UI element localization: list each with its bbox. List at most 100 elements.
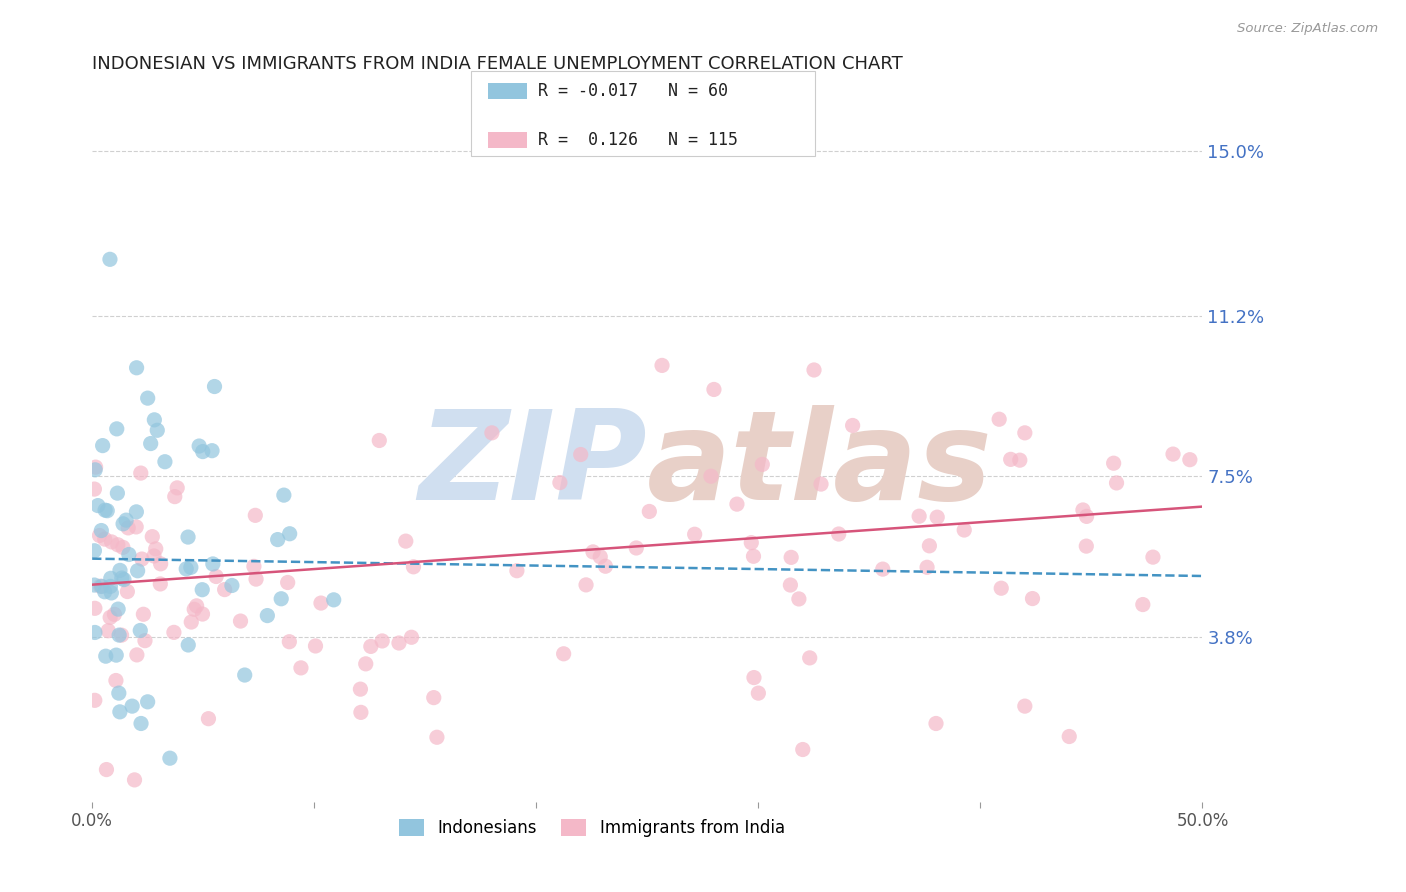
Point <box>360 640 382 654</box>
Point <box>149 557 172 571</box>
Point <box>401 630 423 644</box>
Point <box>278 634 301 648</box>
Point <box>1178 452 1201 467</box>
Point <box>177 530 200 544</box>
Point <box>1071 503 1094 517</box>
Point <box>90 524 112 538</box>
Point <box>112 573 135 587</box>
Point <box>402 559 425 574</box>
Point <box>121 699 143 714</box>
Point <box>229 614 252 628</box>
Point <box>626 541 648 555</box>
Point <box>1105 475 1128 490</box>
Point <box>93 532 115 546</box>
Point <box>100 571 122 585</box>
Text: INDONESIAN VS IMMIGRANTS FROM INDIA FEMALE UNEMPLOYMENT CORRELATION CHART: INDONESIAN VS IMMIGRANTS FROM INDIA FEMA… <box>93 55 903 73</box>
Point <box>108 563 131 577</box>
Point <box>83 543 105 558</box>
Point <box>266 533 288 547</box>
Point <box>214 582 236 597</box>
Point <box>243 559 266 574</box>
Point <box>129 716 152 731</box>
Point <box>132 607 155 622</box>
Point <box>105 486 128 500</box>
Point <box>125 648 148 662</box>
Text: atlas: atlas <box>647 405 993 525</box>
Point <box>83 625 105 640</box>
Point <box>107 538 129 552</box>
Point <box>1057 730 1080 744</box>
Point <box>575 578 598 592</box>
Point <box>125 505 148 519</box>
Point <box>98 252 121 267</box>
Point <box>787 591 810 606</box>
Point <box>108 686 131 700</box>
Point <box>569 448 592 462</box>
Point <box>245 508 267 523</box>
Point <box>146 423 169 437</box>
Point <box>191 582 214 597</box>
Point <box>205 569 228 583</box>
Point <box>115 513 138 527</box>
Point <box>163 490 186 504</box>
Point <box>309 596 332 610</box>
Point <box>90 579 112 593</box>
Point <box>96 504 118 518</box>
Point <box>191 444 214 458</box>
Point <box>725 497 748 511</box>
Point <box>651 359 673 373</box>
Point <box>290 661 312 675</box>
Point <box>1008 453 1031 467</box>
Point <box>927 510 949 524</box>
Point <box>191 607 214 621</box>
Point <box>108 628 131 642</box>
Point <box>105 422 128 436</box>
Point <box>395 534 418 549</box>
Point <box>83 601 105 615</box>
Point <box>915 560 938 574</box>
Point <box>159 751 181 765</box>
Text: ZIP: ZIP <box>419 405 647 525</box>
Point <box>124 772 146 787</box>
Point <box>426 731 449 745</box>
Point <box>197 712 219 726</box>
Point <box>322 592 344 607</box>
Point <box>87 499 110 513</box>
Point <box>117 584 139 599</box>
Point <box>1161 447 1184 461</box>
Point <box>129 624 152 638</box>
Point <box>136 391 159 405</box>
Point <box>368 434 391 448</box>
Point <box>177 638 200 652</box>
Point <box>111 541 134 555</box>
Point <box>112 516 135 531</box>
Legend: Indonesians, Immigrants from India: Indonesians, Immigrants from India <box>392 812 792 843</box>
Point <box>174 562 197 576</box>
Point <box>89 579 111 593</box>
Point <box>100 579 122 593</box>
Point <box>990 581 1012 595</box>
Point <box>143 413 166 427</box>
Point <box>83 578 105 592</box>
Point <box>94 503 117 517</box>
Point <box>828 527 851 541</box>
Point <box>1076 539 1098 553</box>
Point <box>277 575 299 590</box>
Point <box>149 577 172 591</box>
Point <box>91 439 114 453</box>
Point <box>201 557 224 571</box>
Point <box>988 412 1011 426</box>
Point <box>273 488 295 502</box>
Point <box>683 527 706 541</box>
Point <box>136 695 159 709</box>
Point <box>953 523 976 537</box>
Point <box>423 690 446 705</box>
Point <box>94 649 117 664</box>
Point <box>96 763 118 777</box>
Point <box>129 466 152 480</box>
Point <box>740 535 762 549</box>
Point <box>589 549 612 564</box>
Point <box>349 682 371 697</box>
Point <box>872 562 894 576</box>
Point <box>742 549 765 564</box>
